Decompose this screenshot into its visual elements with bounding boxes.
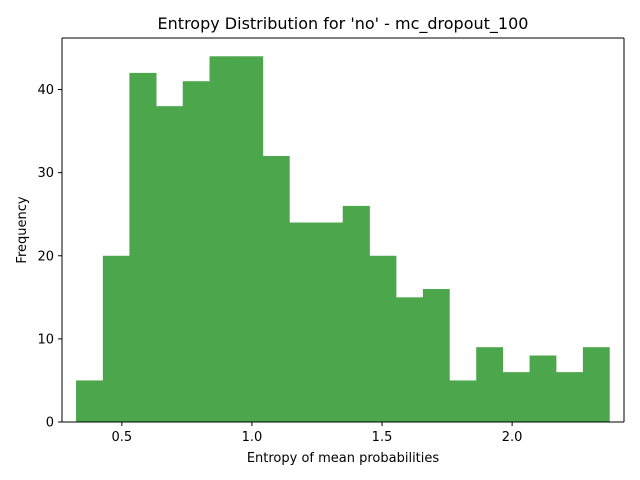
histogram-bar bbox=[129, 72, 157, 422]
y-tick-label: 40 bbox=[37, 83, 54, 98]
y-tick-label: 30 bbox=[37, 166, 54, 181]
x-tick-label: 1.5 bbox=[372, 430, 393, 445]
y-ticks-group: 0 10 20 30 40 bbox=[37, 83, 62, 431]
histogram-bar bbox=[342, 205, 370, 422]
x-tick-label: 0.5 bbox=[111, 430, 132, 445]
histogram-bar bbox=[76, 380, 104, 422]
y-tick-label: 0 bbox=[46, 416, 54, 431]
histogram-bar bbox=[156, 106, 184, 422]
histogram-bar bbox=[369, 255, 397, 422]
histogram-bar bbox=[476, 347, 504, 422]
histogram-bar bbox=[556, 372, 584, 422]
x-tick-label: 2.0 bbox=[502, 430, 523, 445]
histogram-bar bbox=[209, 56, 237, 423]
histogram-bar bbox=[236, 56, 264, 423]
y-tick-label: 10 bbox=[37, 332, 54, 347]
histogram-bar bbox=[422, 289, 450, 422]
histogram-bar bbox=[289, 222, 317, 422]
x-tick-label: 1.0 bbox=[242, 430, 263, 445]
y-axis-label: Frequency bbox=[15, 196, 30, 263]
histogram-bar bbox=[316, 222, 344, 422]
histogram-bar bbox=[529, 355, 557, 422]
histogram-bar bbox=[396, 297, 424, 422]
histogram-bar bbox=[502, 372, 530, 422]
histogram-bar bbox=[582, 347, 610, 422]
x-axis-label: Entropy of mean probabilities bbox=[247, 451, 440, 466]
histogram-bar bbox=[449, 380, 477, 422]
x-ticks-group: 0.5 1.0 1.5 2.0 bbox=[111, 422, 522, 445]
axes-group bbox=[61, 37, 625, 423]
bars-group bbox=[76, 56, 610, 423]
y-tick-label: 20 bbox=[37, 249, 54, 264]
histogram-bar bbox=[182, 81, 210, 423]
histogram-bar bbox=[262, 156, 290, 422]
chart-title: Entropy Distribution for 'no' - mc_dropo… bbox=[158, 14, 529, 34]
histogram-bar bbox=[102, 255, 130, 422]
